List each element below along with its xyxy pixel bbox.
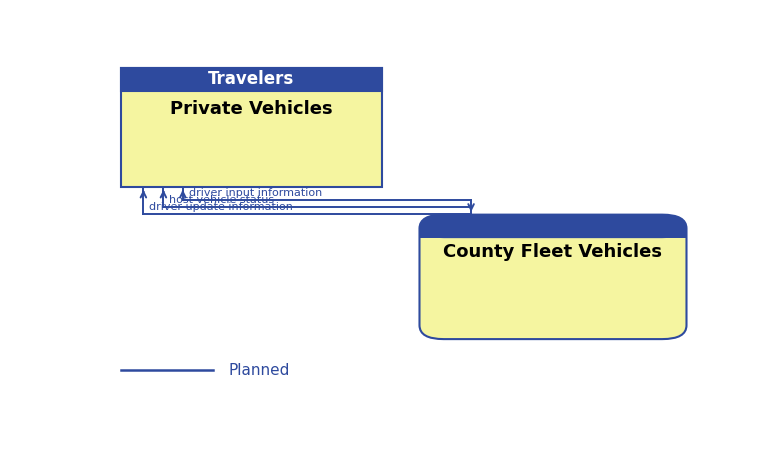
FancyBboxPatch shape <box>420 215 687 339</box>
Text: County Fleet Vehicles: County Fleet Vehicles <box>443 243 662 261</box>
Text: host vehicle status: host vehicle status <box>169 195 275 205</box>
Text: Private Vehicles: Private Vehicles <box>170 100 333 118</box>
FancyBboxPatch shape <box>420 215 687 238</box>
Text: Planned: Planned <box>229 363 290 378</box>
Bar <box>121 68 382 91</box>
Text: driver input information: driver input information <box>189 188 322 198</box>
Bar <box>121 68 382 187</box>
Text: Travelers: Travelers <box>208 70 294 88</box>
Bar <box>420 226 687 238</box>
Text: driver update information: driver update information <box>150 202 294 212</box>
